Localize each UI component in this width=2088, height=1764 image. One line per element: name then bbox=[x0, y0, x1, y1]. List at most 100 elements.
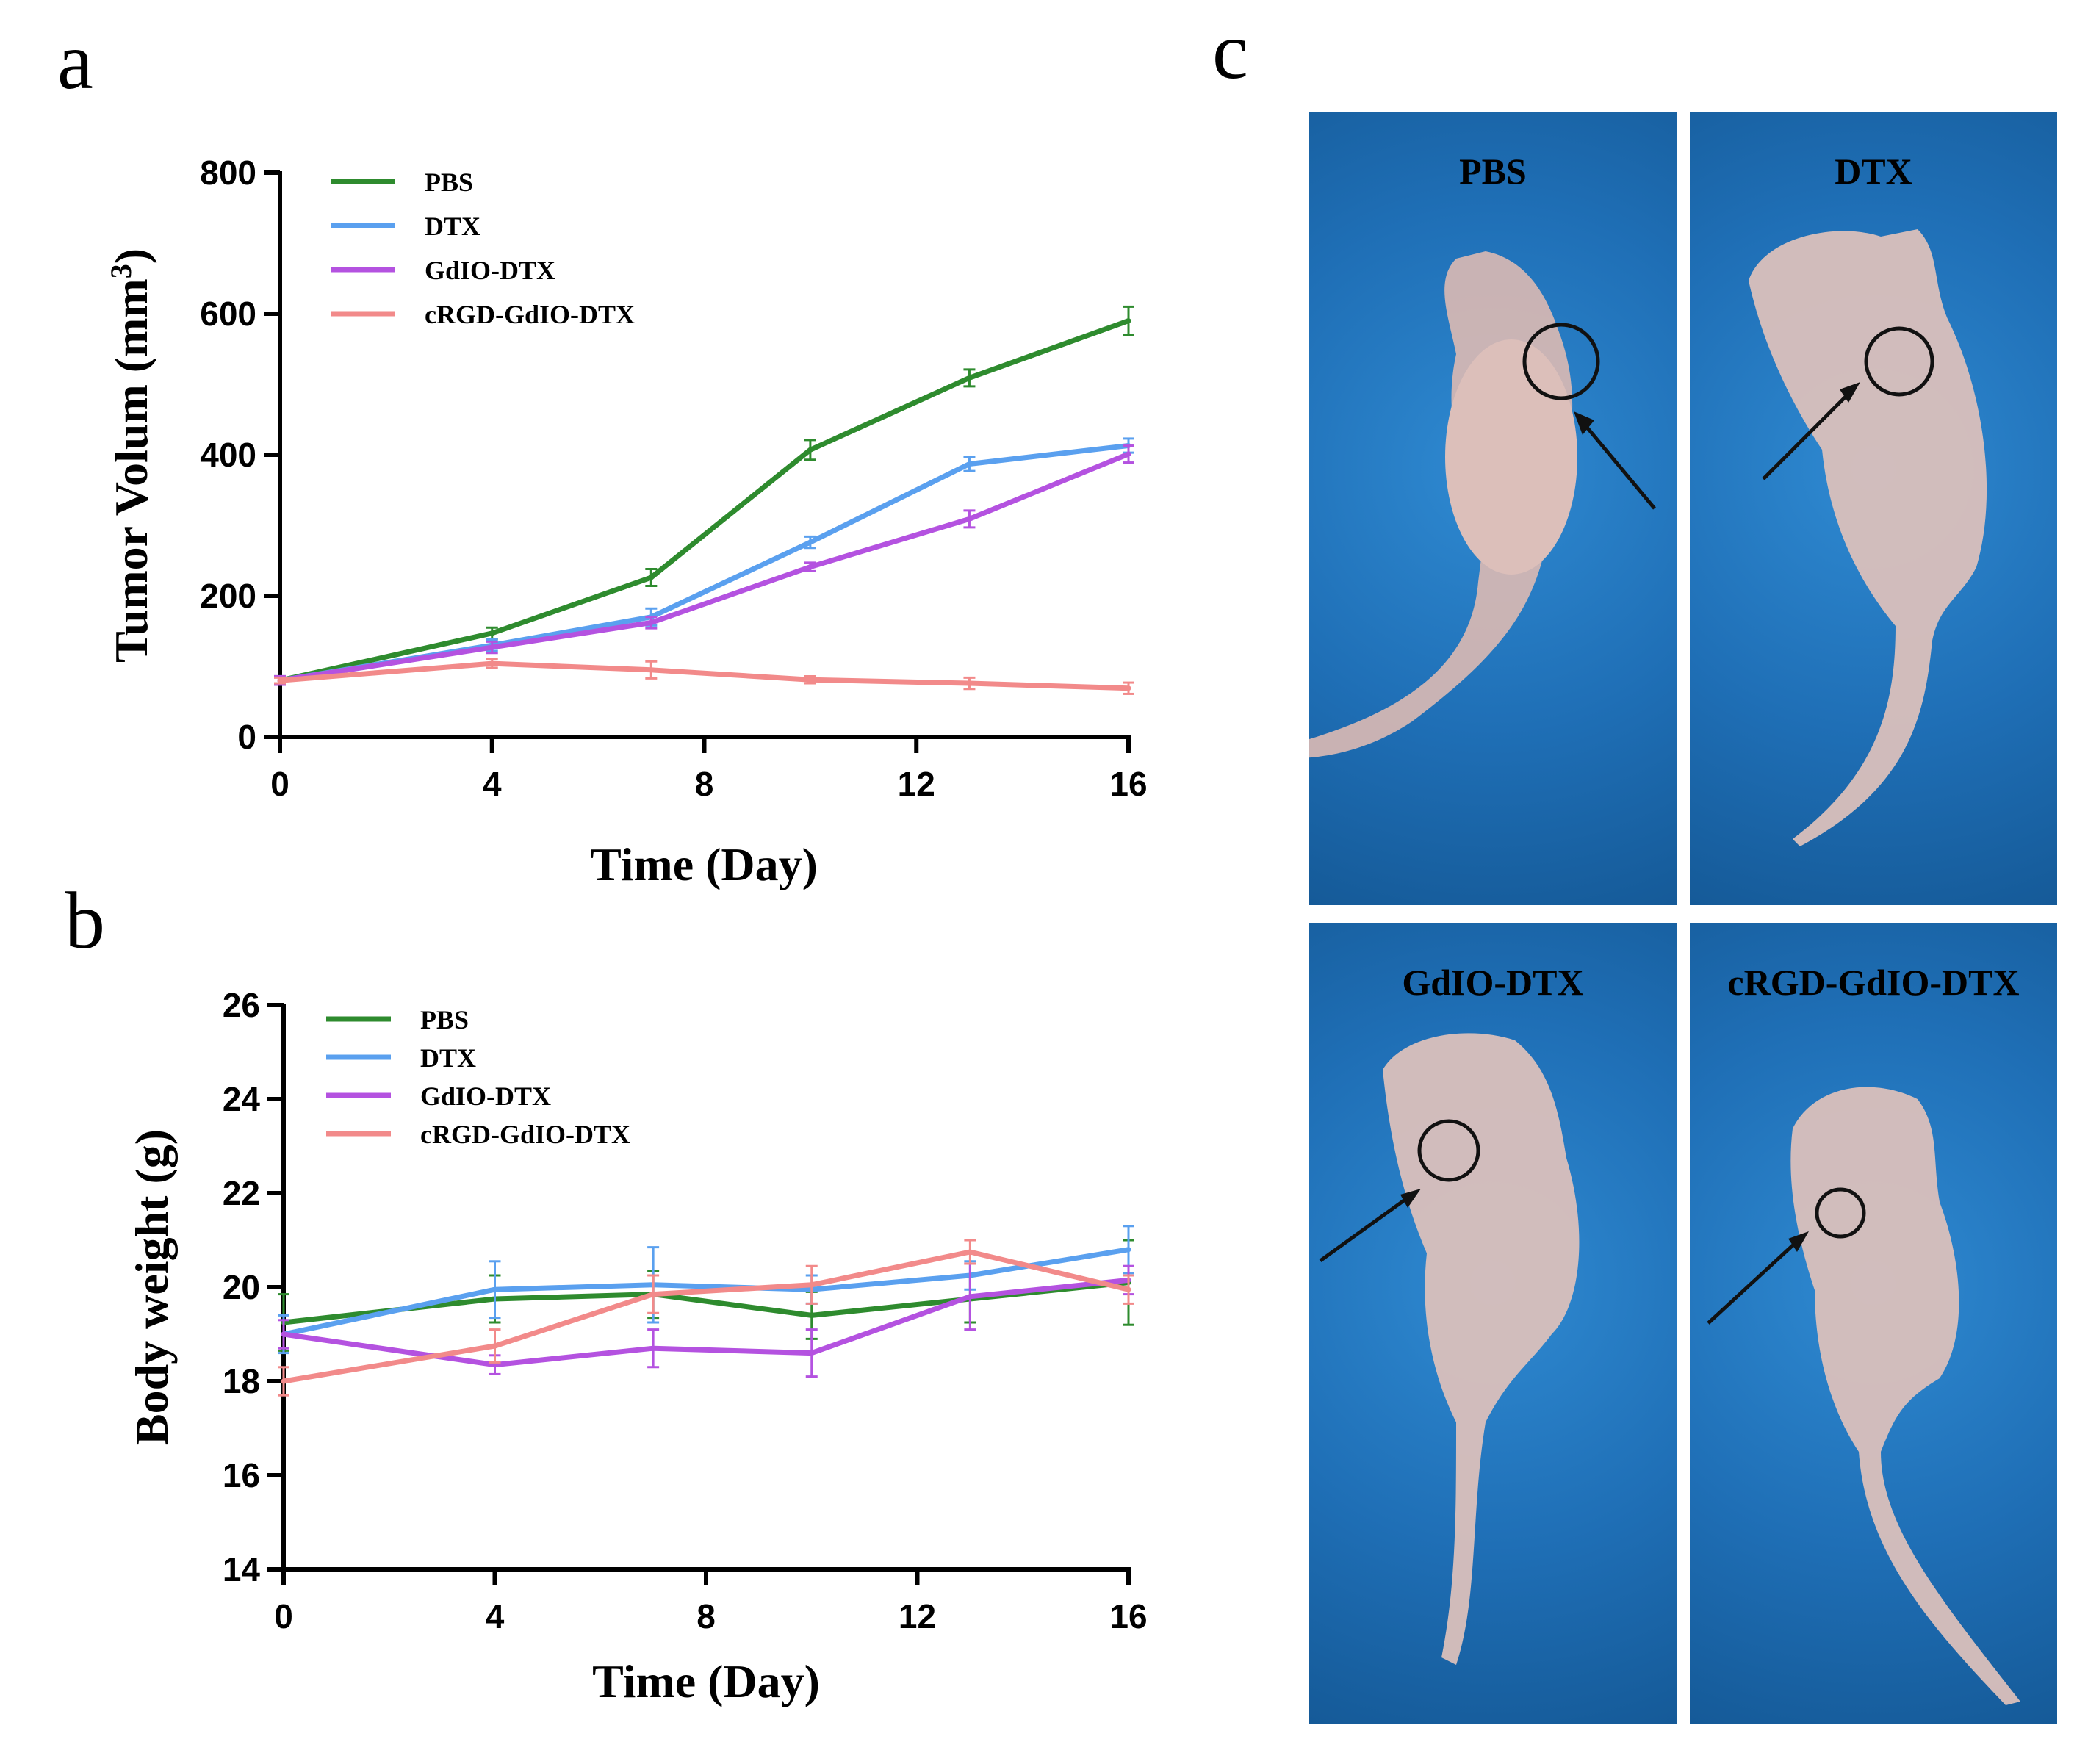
y-tick-label: 600 bbox=[200, 295, 256, 333]
data-point bbox=[809, 1282, 815, 1288]
panel-label-a: a bbox=[57, 16, 93, 106]
legend-entry: PBS bbox=[420, 1005, 469, 1034]
photo-crgd-gdio-dtx: cRGD-GdIO-DTX bbox=[1690, 923, 2057, 1724]
y-tick-label: 24 bbox=[223, 1080, 261, 1118]
legend-entry: PBS bbox=[425, 168, 473, 197]
data-point bbox=[489, 630, 495, 636]
y-tick-label: 20 bbox=[223, 1268, 260, 1306]
data-point bbox=[1126, 1247, 1131, 1253]
data-point bbox=[966, 375, 972, 381]
data-point bbox=[807, 447, 813, 453]
legend-entry: GdIO-DTX bbox=[420, 1081, 551, 1111]
mouse-illustration bbox=[1707, 1087, 2020, 1705]
data-point bbox=[966, 516, 972, 522]
legend-entry: DTX bbox=[420, 1043, 476, 1073]
data-point bbox=[650, 1345, 656, 1351]
x-tick-label: 8 bbox=[696, 1597, 716, 1635]
data-point bbox=[807, 564, 813, 570]
mouse-photo-grid: PBS DTX GdIO-DTX cRGD-GdIO-DTX bbox=[1309, 112, 2057, 1724]
data-point bbox=[967, 1294, 973, 1300]
data-point bbox=[648, 575, 654, 580]
series-line bbox=[279, 660, 1129, 691]
series-line bbox=[279, 318, 1130, 683]
x-axis-title: Time (Day) bbox=[592, 1655, 820, 1707]
tumor-circle bbox=[1522, 323, 1600, 400]
axes: 0 200 400 600 800 0 4 8 12 16 bbox=[200, 154, 1147, 803]
data-point bbox=[492, 1343, 497, 1349]
series-pbs bbox=[274, 305, 1134, 686]
data-point bbox=[489, 644, 495, 650]
data-point bbox=[807, 677, 813, 683]
data-point bbox=[1126, 685, 1131, 691]
series-crgd-gdio-dtx bbox=[274, 658, 1134, 695]
data-point bbox=[1126, 318, 1131, 324]
photo-label: DTX bbox=[1835, 151, 1912, 192]
mouse-illustration bbox=[1309, 251, 1656, 758]
photo-gdio-dtx: GdIO-DTX bbox=[1309, 923, 1677, 1724]
photo-label: cRGD-GdIO-DTX bbox=[1727, 962, 2020, 1003]
series-line bbox=[279, 451, 1130, 683]
data-point bbox=[650, 1292, 656, 1297]
tumor-circle bbox=[1864, 326, 1934, 397]
legend-entry: DTX bbox=[425, 212, 480, 241]
y-tick-label: 26 bbox=[223, 986, 260, 1024]
data-point bbox=[807, 539, 813, 545]
x-axis-title: Time (Day) bbox=[590, 838, 818, 890]
panel-label-b: b bbox=[65, 876, 105, 965]
y-tick-label: 18 bbox=[223, 1362, 260, 1400]
y-tick-label: 16 bbox=[223, 1456, 260, 1494]
data-point bbox=[648, 667, 654, 673]
x-tick-label: 12 bbox=[898, 765, 935, 803]
series-gdio-dtx bbox=[274, 444, 1134, 686]
y-tick-label: 0 bbox=[237, 718, 256, 756]
data-point bbox=[489, 660, 495, 666]
series-line bbox=[279, 443, 1129, 683]
body-weight-chart: 14 16 18 20 22 24 26 0 4 8 12 16 Time (Day) Body weig… bbox=[126, 986, 1148, 1707]
y-tick-label: 22 bbox=[223, 1174, 260, 1212]
data-point bbox=[1126, 451, 1131, 457]
arrow-icon bbox=[1580, 419, 1656, 510]
data-point bbox=[648, 619, 654, 625]
arrow-icon bbox=[1762, 389, 1853, 480]
photo-dtx: DTX bbox=[1690, 112, 2057, 905]
x-tick-label: 16 bbox=[1109, 1597, 1147, 1635]
legend-entry: cRGD-GdIO-DTX bbox=[420, 1120, 630, 1149]
series-line bbox=[283, 1249, 1129, 1384]
data-point bbox=[1126, 1286, 1131, 1292]
photo-label: PBS bbox=[1459, 151, 1527, 192]
tumor-circle bbox=[1815, 1187, 1866, 1239]
series-dtx bbox=[274, 437, 1134, 686]
data-point bbox=[277, 677, 283, 683]
mouse-illustration bbox=[1749, 229, 1987, 846]
y-tick-label: 14 bbox=[223, 1550, 261, 1588]
photo-pbs: PBS bbox=[1309, 112, 1677, 905]
series-gdio-dtx bbox=[278, 1262, 1134, 1378]
tumor-circle bbox=[1417, 1119, 1480, 1182]
x-tick-label: 12 bbox=[899, 1597, 936, 1635]
data-point bbox=[809, 1312, 815, 1318]
data-point bbox=[967, 1249, 973, 1255]
data-point bbox=[966, 680, 972, 686]
y-tick-label: 200 bbox=[200, 577, 256, 615]
x-tick-label: 4 bbox=[486, 1597, 505, 1635]
data-point bbox=[966, 461, 972, 467]
x-tick-label: 0 bbox=[274, 1597, 293, 1635]
y-axis-title: Body weight (g) bbox=[126, 1129, 178, 1445]
photo-label: GdIO-DTX bbox=[1402, 962, 1584, 1003]
x-tick-label: 16 bbox=[1109, 765, 1147, 803]
data-point bbox=[809, 1350, 815, 1356]
arrow-icon bbox=[1707, 1237, 1801, 1325]
x-tick-label: 8 bbox=[695, 765, 714, 803]
y-axis-title: Tumor Volum (mm3) bbox=[104, 248, 158, 663]
arrow-icon bbox=[1319, 1192, 1414, 1263]
legend-entry: GdIO-DTX bbox=[425, 256, 555, 285]
data-point bbox=[492, 1286, 497, 1292]
tumor-volume-chart: 0 200 400 600 800 0 4 8 12 16 Time (Day) Tumor Volu… bbox=[104, 154, 1148, 890]
series-line bbox=[283, 1277, 1129, 1368]
y-tick-label: 400 bbox=[200, 436, 256, 474]
data-point bbox=[281, 1331, 287, 1337]
y-tick-label: 800 bbox=[200, 154, 256, 192]
legend-entry: cRGD-GdIO-DTX bbox=[425, 300, 635, 329]
axes: 14 16 18 20 22 24 26 0 4 8 12 16 bbox=[223, 986, 1148, 1635]
mouse-illustration bbox=[1319, 1033, 1580, 1665]
